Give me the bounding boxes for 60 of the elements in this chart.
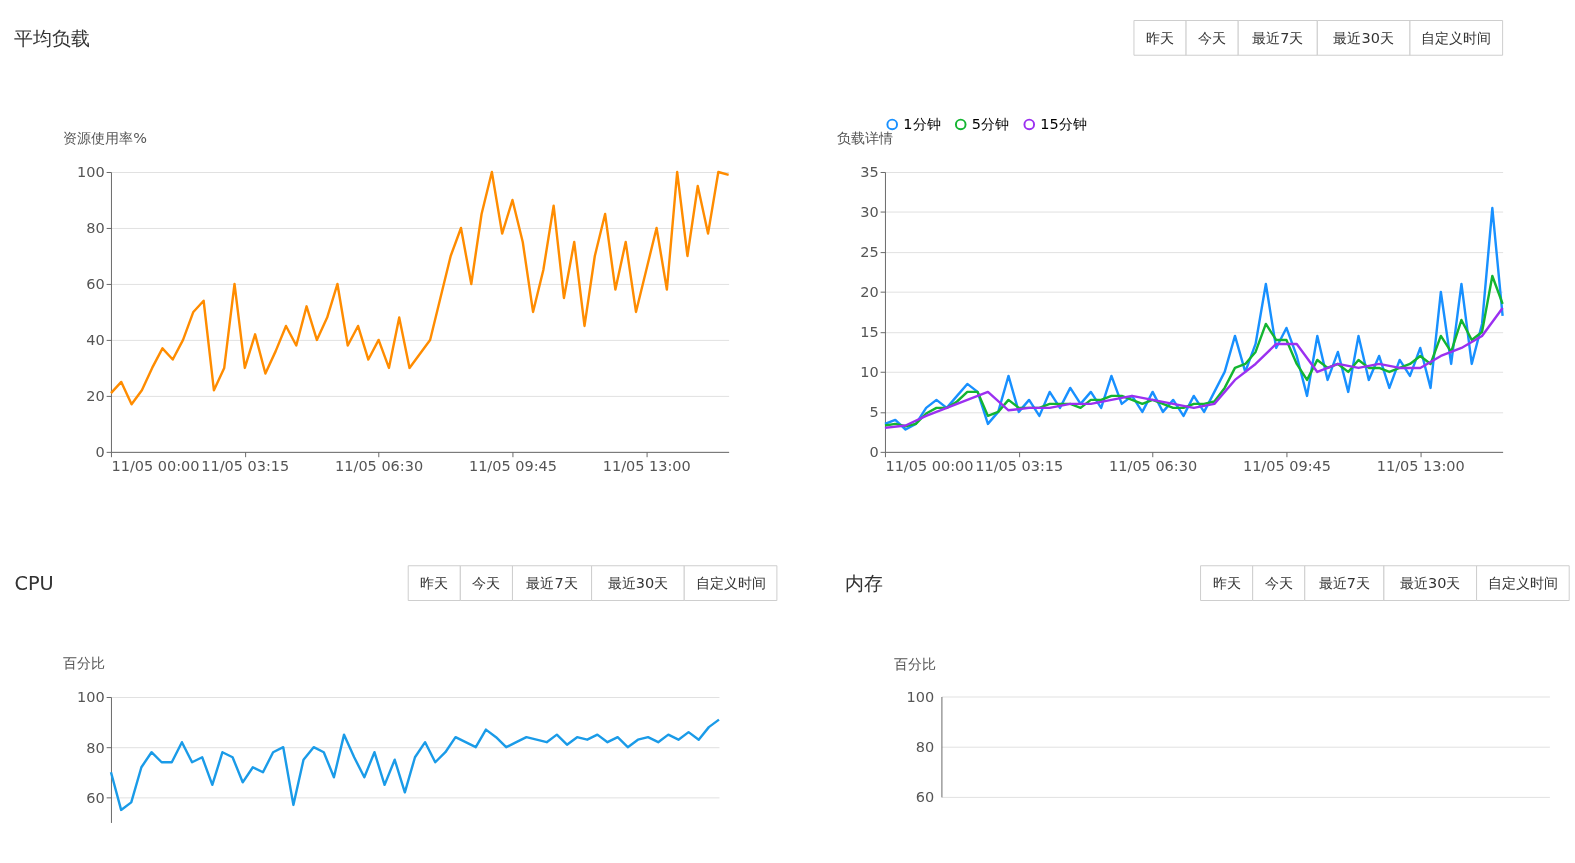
text: 最近30天 xyxy=(1333,29,1394,46)
y-tick-label: 30 xyxy=(860,204,879,221)
y-tick-label: 80 xyxy=(86,739,105,756)
text: 最近7天 xyxy=(526,574,578,591)
y-tick-label: 20 xyxy=(860,284,879,301)
text: 百分比 xyxy=(893,656,936,673)
y-axis-title: 资源使用率% xyxy=(63,129,147,146)
x-tick-label: 11/05 06:30 xyxy=(1109,457,1198,474)
y-tick-label: 80 xyxy=(86,220,105,237)
x-tick-label: 11/05 13:00 xyxy=(1376,457,1465,474)
x-tick-label: 11/05 00:00 xyxy=(885,457,974,474)
y-tick-label: 20 xyxy=(86,388,105,405)
x-tick-label: 11/05 13:00 xyxy=(602,457,691,474)
y-tick-label: 5 xyxy=(869,404,879,421)
chart-title: CPU xyxy=(14,572,54,596)
y-tick-label: 0 xyxy=(95,444,105,461)
y-tick-label: 40 xyxy=(86,332,105,349)
y-tick-label: 15 xyxy=(860,324,879,341)
y-tick-label: 100 xyxy=(77,164,105,181)
line-series xyxy=(883,274,1504,428)
text: 最近30天 xyxy=(607,574,669,591)
x-tick-label: 11/05 00:00 xyxy=(111,457,200,474)
y-tick-label: 10 xyxy=(860,364,879,381)
text: 昨天 xyxy=(420,574,449,591)
y-axis-title: 负载详情 xyxy=(837,129,894,146)
legend-label: 15分钟 xyxy=(1040,116,1087,133)
y-tick-label: 60 xyxy=(86,789,105,806)
line-series xyxy=(109,170,730,406)
chart-title: 平均负载 xyxy=(14,26,91,50)
x-tick-label: 11/05 03:15 xyxy=(201,457,290,474)
x-tick-label: 11/05 09:45 xyxy=(1242,457,1331,474)
text: 内存 xyxy=(845,572,884,596)
text: 自定义时间 xyxy=(1487,574,1558,591)
y-axis-title: 百分比 xyxy=(63,654,106,671)
text: 今天 xyxy=(472,574,501,591)
legend-label: 5分钟 xyxy=(971,116,1010,133)
text: 最近30天 xyxy=(1400,574,1461,591)
text: 80 xyxy=(915,739,935,756)
text: 最近7天 xyxy=(1252,29,1304,46)
line-series xyxy=(883,306,1504,430)
legend-label: 1分钟 xyxy=(903,116,941,133)
y-tick-label: 35 xyxy=(860,164,879,181)
line-series xyxy=(883,206,1504,431)
text: 昨天 xyxy=(1146,29,1175,46)
text: 60 xyxy=(915,789,935,806)
text: 今天 xyxy=(1198,29,1227,46)
text: 自定义时间 xyxy=(695,574,766,591)
y-tick-label: 60 xyxy=(86,276,105,293)
x-tick-label: 11/05 03:15 xyxy=(975,457,1064,474)
line-series xyxy=(109,718,721,812)
y-tick-label: 25 xyxy=(860,244,879,261)
text: 今天 xyxy=(1264,574,1293,591)
x-tick-label: 11/05 09:45 xyxy=(468,457,557,474)
y-tick-label: 0 xyxy=(869,444,879,461)
text: 100 xyxy=(906,688,935,705)
x-tick-label: 11/05 06:30 xyxy=(335,457,424,474)
text: 最近7天 xyxy=(1318,574,1370,591)
y-tick-label: 100 xyxy=(77,689,105,706)
text: 昨天 xyxy=(1212,574,1241,591)
text: 自定义时间 xyxy=(1421,29,1492,46)
